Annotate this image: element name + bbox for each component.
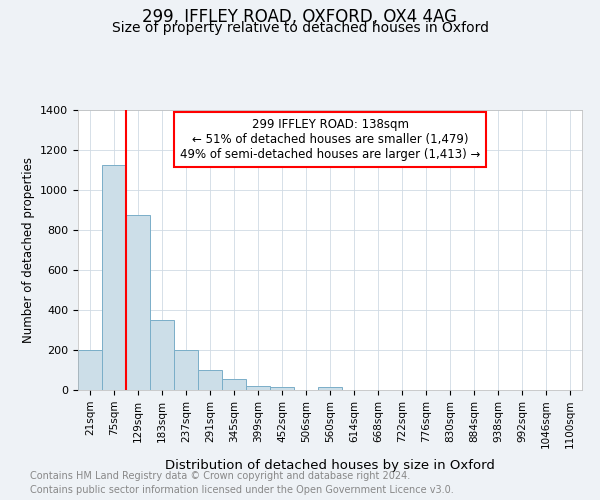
Bar	[270, 387, 294, 390]
Bar	[126, 215, 150, 390]
Bar	[222, 379, 246, 390]
Text: Contains public sector information licensed under the Open Government Licence v3: Contains public sector information licen…	[30, 485, 454, 495]
Text: 299, IFFLEY ROAD, OXFORD, OX4 4AG: 299, IFFLEY ROAD, OXFORD, OX4 4AG	[143, 8, 458, 26]
Bar	[102, 165, 126, 390]
Y-axis label: Number of detached properties: Number of detached properties	[22, 157, 35, 343]
Bar	[246, 386, 270, 390]
X-axis label: Distribution of detached houses by size in Oxford: Distribution of detached houses by size …	[165, 460, 495, 472]
Bar	[198, 370, 222, 390]
Text: Contains HM Land Registry data © Crown copyright and database right 2024.: Contains HM Land Registry data © Crown c…	[30, 471, 410, 481]
Bar	[150, 320, 174, 390]
Text: Size of property relative to detached houses in Oxford: Size of property relative to detached ho…	[112, 21, 488, 35]
Bar	[78, 350, 102, 390]
Text: 299 IFFLEY ROAD: 138sqm
← 51% of detached houses are smaller (1,479)
49% of semi: 299 IFFLEY ROAD: 138sqm ← 51% of detache…	[180, 118, 480, 162]
Bar	[174, 350, 198, 390]
Bar	[318, 387, 342, 390]
